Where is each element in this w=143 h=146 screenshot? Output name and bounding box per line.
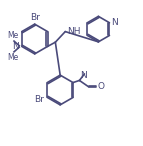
Text: N: N [12, 42, 19, 51]
Text: O: O [98, 82, 105, 91]
Text: NH: NH [67, 27, 81, 36]
Text: N: N [80, 71, 87, 80]
Text: Br: Br [34, 95, 44, 104]
Text: Br: Br [30, 13, 40, 22]
Text: Me: Me [8, 31, 19, 40]
Text: N: N [111, 18, 118, 27]
Text: Me: Me [8, 53, 19, 62]
